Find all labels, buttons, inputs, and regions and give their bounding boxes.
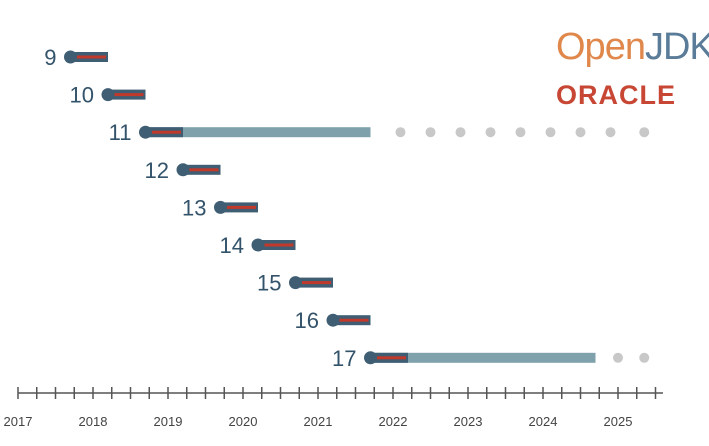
release-row-13: 13 — [182, 195, 258, 220]
openjdk-logo-open: Open — [556, 26, 646, 68]
future-support-dot-11 — [605, 127, 616, 138]
extended-support-bar-11 — [145, 127, 371, 138]
future-support-dot-11 — [545, 127, 556, 138]
openjdk-logo: OpenJDK — [556, 28, 709, 66]
x-tick-label-2018: 2018 — [79, 414, 108, 429]
x-axis: 2017 2018 2019 2020 2021 2022 2023 2024 2025 — [4, 387, 663, 429]
support-stripe-14 — [264, 243, 294, 247]
release-row-17: 17 — [332, 346, 650, 371]
x-tick-label-2022: 2022 — [379, 414, 408, 429]
release-marker-14 — [251, 238, 265, 252]
oracle-logo: ORACLE — [556, 80, 676, 110]
release-marker-11 — [139, 125, 152, 139]
support-stripe-16 — [339, 318, 369, 322]
version-label-15: 15 — [257, 271, 281, 296]
future-support-dot-11 — [575, 127, 586, 138]
x-tick-label-2023: 2023 — [454, 414, 483, 429]
version-label-11: 11 — [109, 120, 132, 145]
release-row-10: 10 — [70, 83, 146, 108]
version-label-13: 13 — [182, 195, 206, 220]
x-tick-label-2024: 2024 — [529, 414, 558, 429]
support-stripe-11 — [151, 130, 181, 134]
future-support-dot-17 — [639, 352, 650, 363]
release-marker-15 — [289, 276, 302, 290]
x-tick-label-2025: 2025 — [604, 414, 633, 429]
future-support-dot-11 — [515, 127, 526, 138]
support-stripe-9 — [76, 55, 106, 59]
release-marker-10 — [101, 88, 115, 102]
version-label-16: 16 — [295, 308, 319, 333]
future-support-dot-11 — [395, 127, 406, 138]
future-support-dot-17 — [613, 352, 623, 363]
support-stripe-10 — [114, 93, 144, 97]
support-stripe-17 — [376, 356, 406, 360]
release-row-16: 16 — [295, 308, 371, 333]
version-label-12: 12 — [145, 158, 169, 183]
support-stripe-13 — [226, 205, 256, 209]
version-label-9: 9 — [44, 45, 56, 70]
release-row-9: 9 — [44, 45, 108, 70]
release-row-12: 12 — [145, 158, 221, 183]
version-label-14: 14 — [220, 233, 244, 258]
release-row-15: 15 — [257, 271, 333, 296]
x-tick-label-2017: 2017 — [4, 414, 33, 429]
future-support-dot-11 — [425, 127, 436, 138]
support-stripe-12 — [189, 168, 219, 172]
x-tick-label-2019: 2019 — [154, 414, 183, 429]
x-tick-label-2021: 2021 — [304, 414, 333, 429]
release-marker-9 — [64, 50, 77, 64]
release-marker-12 — [176, 163, 190, 177]
extended-support-bar-17 — [370, 352, 596, 363]
release-series: 9 10 11 12 13 14 15 16 17 — [44, 45, 650, 371]
version-label-17: 17 — [332, 346, 356, 371]
future-support-dot-11 — [455, 127, 466, 138]
release-row-14: 14 — [220, 233, 296, 258]
release-row-11: 11 — [109, 120, 650, 145]
release-marker-13 — [214, 200, 227, 214]
openjdk-logo-jdk: JDK — [644, 26, 709, 68]
future-support-dot-11 — [485, 127, 496, 138]
release-marker-17 — [364, 351, 377, 365]
x-tick-label-2020: 2020 — [229, 414, 258, 429]
version-label-10: 10 — [70, 83, 94, 108]
future-support-dot-11 — [639, 127, 650, 138]
release-marker-16 — [326, 313, 340, 327]
support-stripe-15 — [301, 281, 331, 285]
